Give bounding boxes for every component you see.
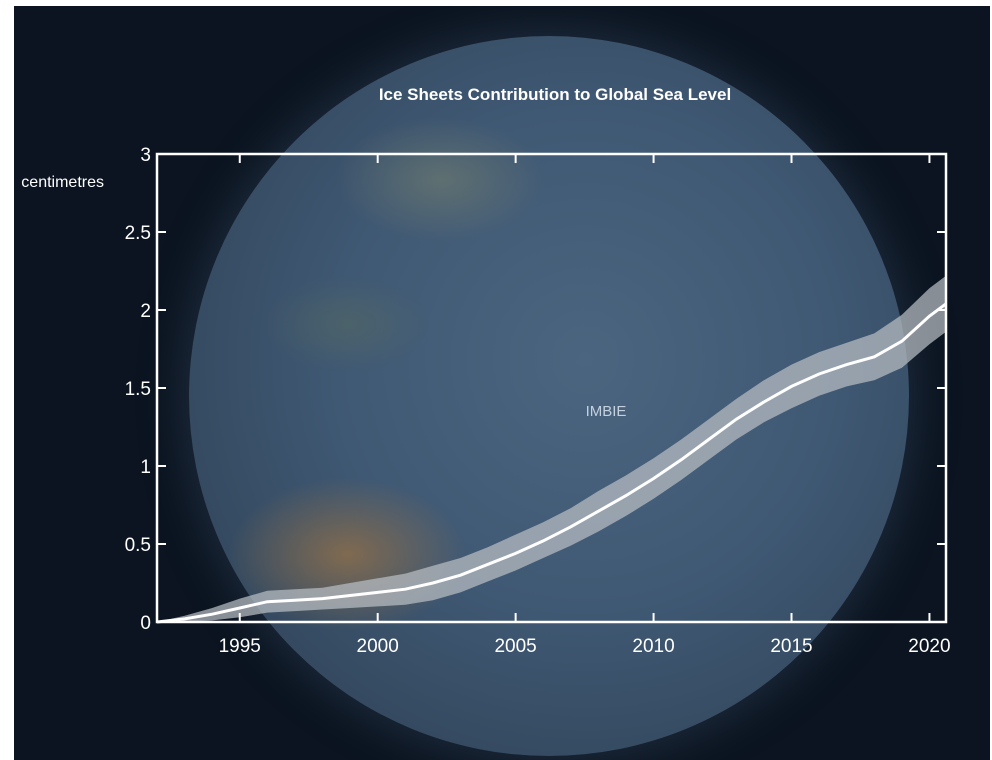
chart-title: Ice Sheets Contribution to Global Sea Le… xyxy=(379,85,731,104)
x-tick-label: 1995 xyxy=(219,636,261,657)
x-tick-label: 2000 xyxy=(357,636,399,657)
y-tick-label: 2.5 xyxy=(125,223,151,244)
x-tick-label: 2015 xyxy=(770,636,812,657)
x-tick-label: 2020 xyxy=(908,636,950,657)
y-tick-label: 2 xyxy=(140,301,151,322)
sea-level-line xyxy=(156,302,947,624)
y-tick-label: 1 xyxy=(140,457,151,478)
y-tick-label: 0.5 xyxy=(125,535,151,556)
y-tick-label: 0 xyxy=(140,613,151,634)
y-tick-label: 1.5 xyxy=(125,379,151,400)
imbie-label: IMBIE xyxy=(586,403,627,420)
uncertainty-band xyxy=(157,275,946,622)
y-tick-label: 3 xyxy=(140,145,151,166)
y-axis-unit-label: centimetres xyxy=(21,174,104,191)
x-tick-label: 2005 xyxy=(494,636,536,657)
x-tick-label: 2010 xyxy=(632,636,674,657)
